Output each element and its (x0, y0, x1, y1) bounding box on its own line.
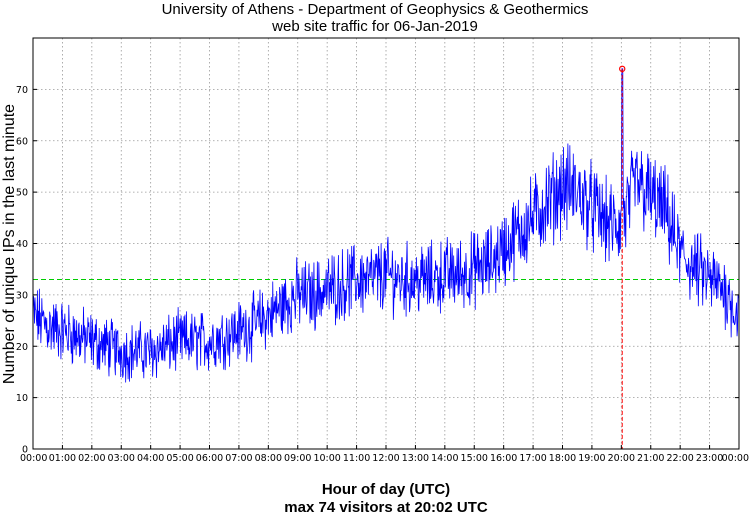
x-tick-label: 07:00 (225, 453, 252, 464)
x-tick-label: 10:00 (313, 453, 340, 464)
y-tick-label: 10 (16, 393, 28, 404)
y-tick-label: 50 (16, 188, 28, 199)
x-axis-label: Hour of day (UTC) (322, 481, 450, 498)
max-marker-layer (619, 65, 626, 449)
x-tick-label: 20:00 (608, 453, 635, 464)
y-tick-labels: 0 10 20 30 40 50 60 70 (16, 85, 739, 456)
series-line (32, 68, 739, 383)
x-tick-label: 03:00 (108, 453, 135, 464)
x-tick-label: 22:00 (666, 453, 693, 464)
y-tick-label: 20 (16, 342, 28, 353)
x-tick-label: 15:00 (461, 453, 488, 464)
x-tick-label: 00:00 (20, 453, 47, 464)
y-tick-label: 70 (16, 85, 28, 96)
y-tick-label: 0 (22, 445, 28, 456)
x-tick-label: 23:00 (696, 453, 723, 464)
x-tick-label: 01:00 (49, 453, 76, 464)
y-tick-label: 30 (16, 290, 28, 301)
x-tick-label: 17:00 (519, 453, 546, 464)
x-tick-label: 02:00 (78, 453, 105, 464)
x-tick-labels: 00:00 01:00 02:00 03:00 04:00 05:00 06:00 07:00… (20, 445, 749, 464)
max-marker-point (619, 65, 626, 73)
x-tick-label: 05:00 (166, 453, 193, 464)
x-tick-label: 09:00 (284, 453, 311, 464)
x-tick-label: 19:00 (578, 453, 605, 464)
y-tick-label: 60 (16, 136, 28, 147)
x-tick-label: 12:00 (372, 453, 399, 464)
x-tick-label: 11:00 (343, 453, 370, 464)
y-axis-label: Number of unique IPs in the last minute (1, 104, 18, 384)
x-tick-label: 13:00 (402, 453, 429, 464)
x-tick-label: 14:00 (431, 453, 458, 464)
y-tick-label: 40 (16, 239, 28, 250)
x-tick-label: 00:00 (722, 453, 749, 464)
series-layer (32, 68, 739, 383)
x-tick-label: 04:00 (137, 453, 164, 464)
x-tick-label: 21:00 (637, 453, 664, 464)
x-tick-label: 08:00 (255, 453, 282, 464)
x-tick-label: 18:00 (549, 453, 576, 464)
chart-title-line-1: University of Athens - Department of Geo… (162, 1, 589, 18)
x-tick-label: 06:00 (196, 453, 223, 464)
x-tick-label: 16:00 (490, 453, 517, 464)
grid (33, 38, 739, 449)
chart-title-line-2: web site traffic for 06-Jan-2019 (271, 18, 478, 35)
chart-caption: max 74 visitors at 20:02 UTC (284, 499, 488, 515)
